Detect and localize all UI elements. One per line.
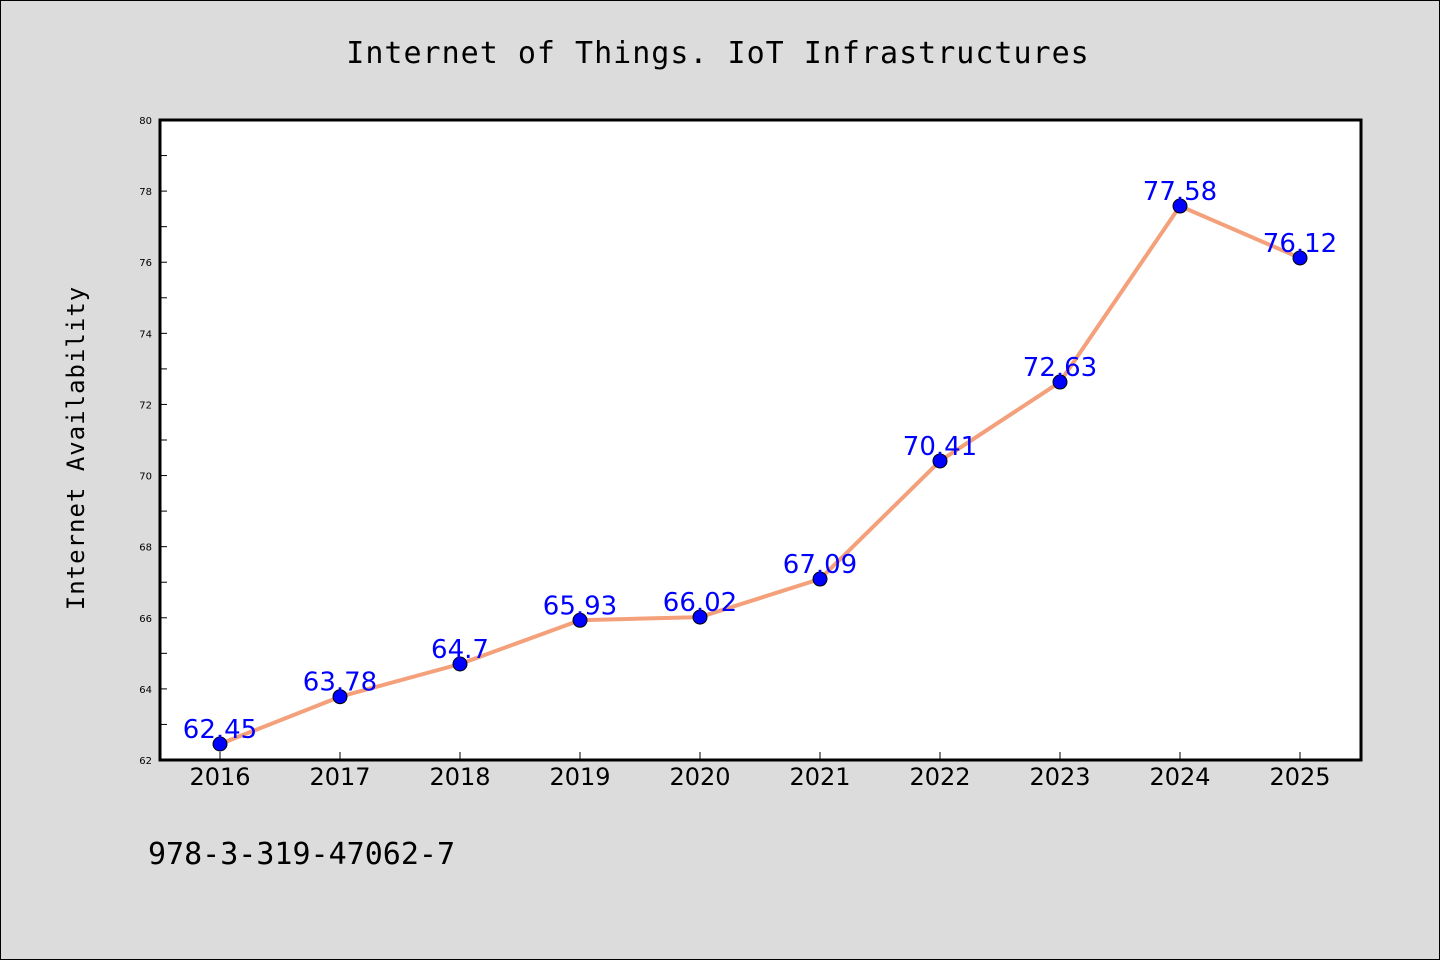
- plot-area: [158, 118, 1363, 762]
- series-line: [218, 204, 1302, 746]
- data-point-marker: [812, 571, 828, 587]
- data-label: 63.78: [303, 668, 377, 698]
- y-tick-label: 70: [139, 472, 152, 483]
- data-label: 77.58: [1143, 177, 1217, 207]
- data-label: 76.12: [1263, 229, 1337, 259]
- chart-title: Internet of Things. IoT Infrastructures: [346, 36, 1089, 71]
- data-point-marker: [1172, 198, 1188, 214]
- x-tick-label: 2018: [429, 763, 490, 791]
- y-tick-label: 62: [139, 756, 152, 767]
- data-point-marker: [1052, 374, 1068, 390]
- y-tick-label: 74: [139, 329, 152, 340]
- data-label: 70.41: [903, 432, 977, 462]
- y-tick-label: 72: [139, 400, 152, 411]
- x-tick-label: 2023: [1029, 763, 1090, 791]
- data-point-marker: [212, 736, 228, 752]
- y-tick-label: 76: [139, 258, 152, 269]
- x-tick-label: 2025: [1269, 763, 1330, 791]
- data-label: 65.93: [543, 591, 617, 621]
- y-tick-label: 78: [139, 187, 152, 198]
- x-tick-label: 2017: [309, 763, 370, 791]
- data-point-marker: [1292, 250, 1308, 266]
- y-axis-label: Internet Availability: [62, 286, 90, 610]
- data-point-marker: [332, 689, 348, 705]
- y-tick-label: 66: [139, 614, 152, 625]
- x-tick-label: 2021: [789, 763, 850, 791]
- series-group: [212, 198, 1308, 752]
- data-label: 72.63: [1023, 353, 1097, 383]
- x-tick-label: 2024: [1149, 763, 1210, 791]
- y-tick-label: 80: [139, 116, 152, 127]
- x-tick-label: 2019: [549, 763, 610, 791]
- x-tick-label: 2022: [909, 763, 970, 791]
- data-point-marker: [932, 453, 948, 469]
- isbn-footnote: 978-3-319-47062-7: [148, 837, 455, 872]
- data-label: 62.45: [183, 715, 257, 745]
- data-point-marker: [692, 609, 708, 625]
- y-tick-label: 64: [139, 685, 152, 696]
- data-point-marker: [572, 612, 588, 628]
- x-tick-label: 2020: [669, 763, 730, 791]
- y-axis: 62 64 66 68 70 72 74 76 78 80: [139, 116, 167, 767]
- data-point-marker: [452, 656, 468, 672]
- data-label-group: 62.45 63.78 64.7 65.93 66.02 67.09 70.41 72.63 7…: [183, 177, 1337, 745]
- data-label: 66.02: [663, 588, 737, 618]
- data-label: 67.09: [783, 550, 857, 580]
- y-tick-label: 68: [139, 543, 152, 554]
- x-axis: 2016 2017 2018 2019 2020 2021 2022 2023 2024 2025: [189, 752, 1331, 791]
- x-tick-label: 2016: [189, 763, 250, 791]
- data-label: 64.7: [431, 635, 489, 665]
